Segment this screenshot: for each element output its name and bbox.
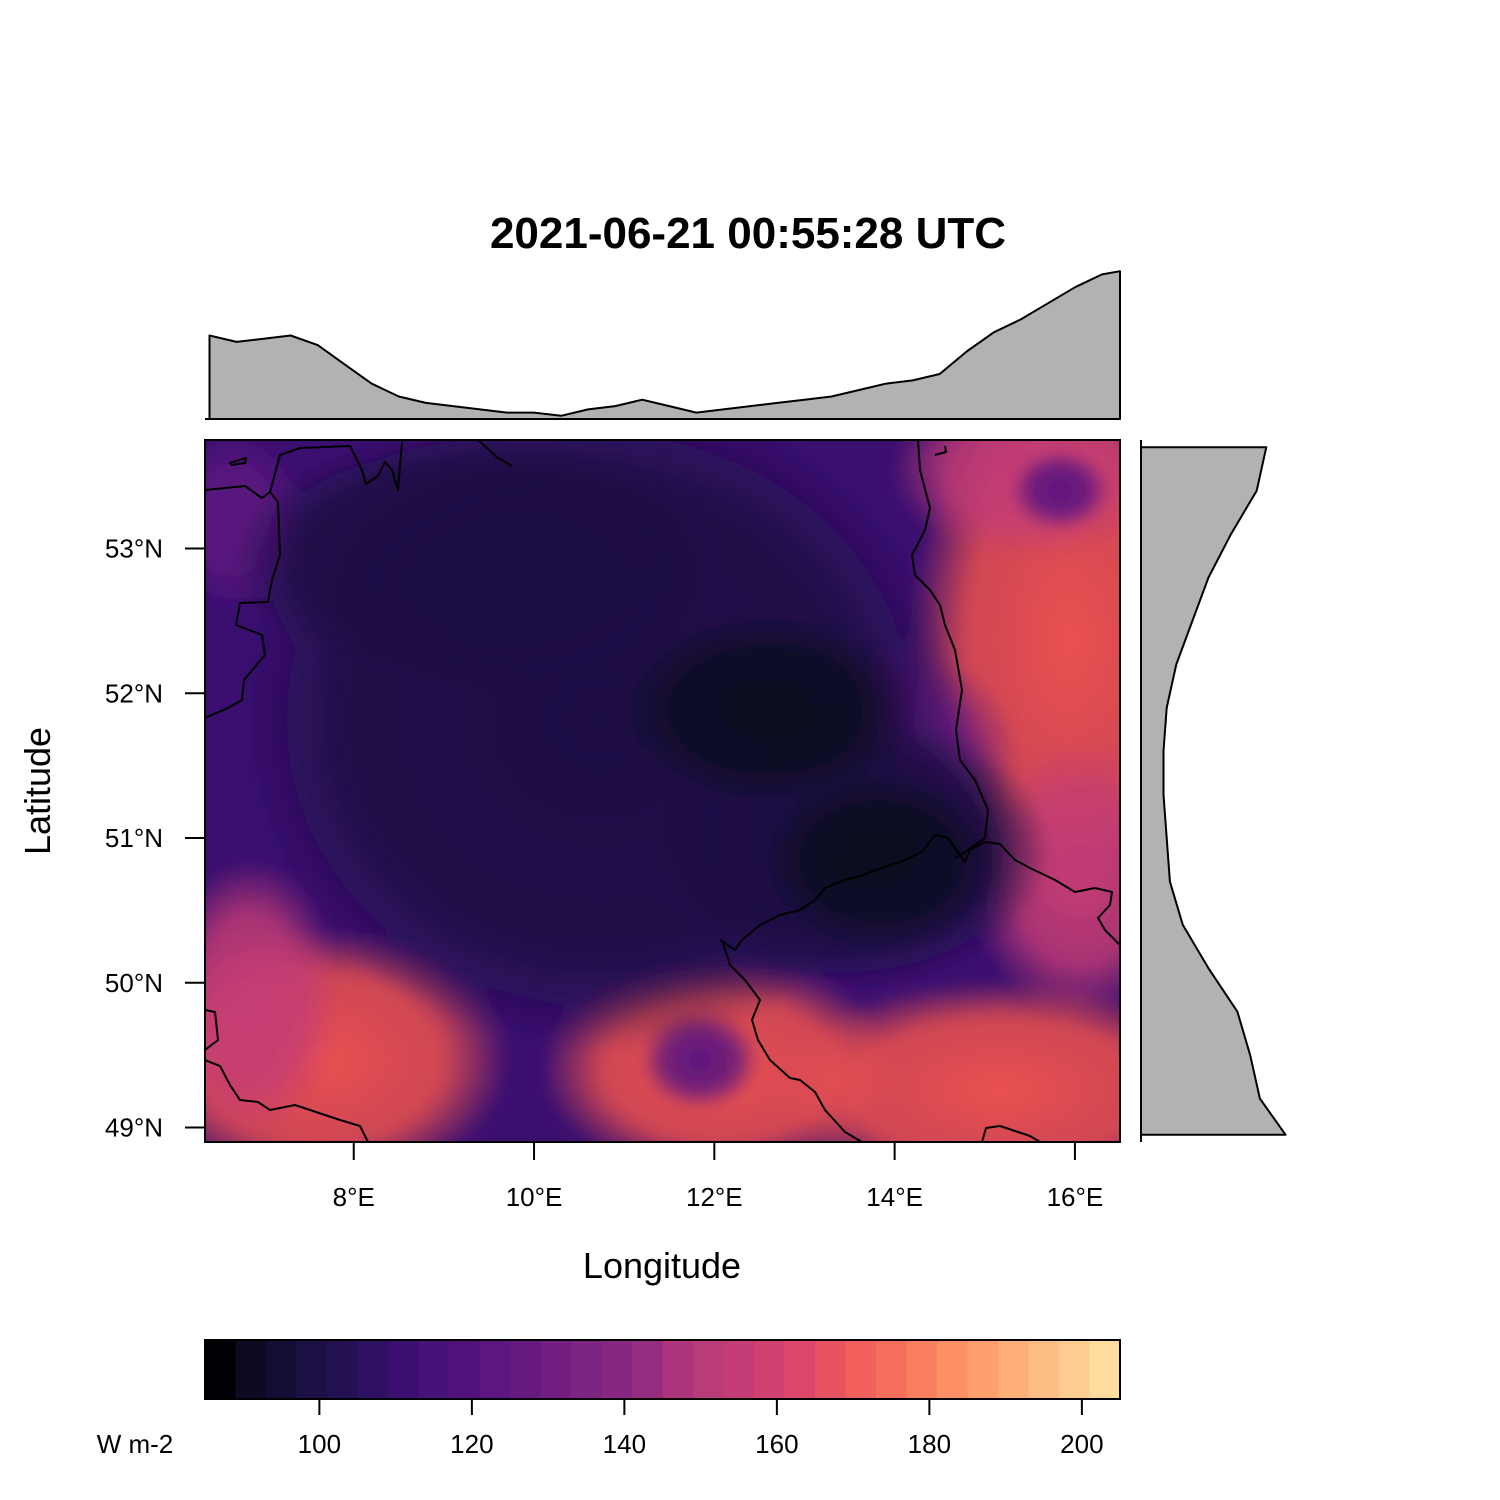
x-tick-label-4: 16°E bbox=[1047, 1182, 1104, 1212]
coastline-north-coast bbox=[269, 441, 403, 493]
colorbar-swatch-26 bbox=[998, 1340, 1029, 1399]
chart-title: 2021-06-21 00:55:28 UTC bbox=[490, 209, 1006, 258]
colorbar-swatch-25 bbox=[967, 1340, 999, 1399]
y-tick-label-2: 51°N bbox=[105, 823, 163, 853]
colorbar-swatch-1 bbox=[235, 1340, 267, 1399]
colorbar-swatch-14 bbox=[632, 1340, 663, 1399]
colorbar-ticks: 100 120 140 160 180 200 bbox=[298, 1399, 1104, 1459]
colorbar-swatch-8 bbox=[449, 1340, 480, 1399]
right-marginal-profile bbox=[1140, 446, 1287, 1136]
colorbar-swatch-6 bbox=[388, 1340, 419, 1399]
y-axis-title: Latitude bbox=[17, 727, 58, 855]
colorbar-swatch-5 bbox=[357, 1340, 389, 1399]
border-east-hook bbox=[934, 445, 947, 456]
coastline-north-west bbox=[205, 485, 281, 719]
map-frame bbox=[204, 439, 1121, 1143]
colorbar-tick-label-0: 100 bbox=[298, 1429, 341, 1459]
border-south-west bbox=[205, 1059, 369, 1142]
colorbar-swatch-3 bbox=[296, 1340, 328, 1399]
colorbar-swatch-12 bbox=[571, 1340, 602, 1399]
map-panel bbox=[205, 440, 1120, 1142]
colorbar-swatch-16 bbox=[693, 1340, 724, 1399]
coastline-north-inlet bbox=[477, 440, 513, 467]
x-tick-label-2: 12°E bbox=[686, 1182, 743, 1212]
border-south-east bbox=[719, 834, 1120, 951]
colorbar-swatch-22 bbox=[876, 1340, 907, 1399]
colorbar-swatch-10 bbox=[510, 1340, 541, 1399]
colorbar-swatch-9 bbox=[479, 1340, 511, 1399]
x-tick-label-0: 8°E bbox=[333, 1182, 375, 1212]
colorbar-swatch-19 bbox=[784, 1340, 816, 1399]
colorbar-frame bbox=[204, 1339, 1121, 1400]
colorbar-swatch-21 bbox=[845, 1340, 877, 1399]
top-marginal-panel bbox=[205, 270, 1121, 420]
colorbar-tick-label-5: 200 bbox=[1060, 1429, 1103, 1459]
colorbar-swatch-29 bbox=[1089, 1340, 1121, 1399]
border-east-north bbox=[911, 440, 989, 859]
colorbar-tick-label-3: 160 bbox=[755, 1429, 798, 1459]
colorbar-tick-label-2: 140 bbox=[603, 1429, 646, 1459]
x-tick-label-3: 14°E bbox=[866, 1182, 923, 1212]
colorbar-swatch-24 bbox=[937, 1340, 968, 1399]
right-marginal-panel bbox=[1140, 440, 1287, 1142]
colorbar-swatch-27 bbox=[1028, 1340, 1060, 1399]
colorbar-swatch-0 bbox=[205, 1340, 236, 1399]
top-marginal-profile bbox=[208, 270, 1121, 420]
colorbar-swatch-13 bbox=[601, 1340, 633, 1399]
colorbar-swatch-18 bbox=[754, 1340, 785, 1399]
colorbar-swatch-23 bbox=[906, 1340, 938, 1399]
island-small bbox=[229, 457, 247, 466]
map-field-shading bbox=[205, 440, 1120, 1142]
y-tick-label-4: 53°N bbox=[105, 534, 163, 564]
x-tick-label-1: 10°E bbox=[506, 1182, 563, 1212]
colorbar-swatch-17 bbox=[723, 1340, 755, 1399]
colorbar-swatch-2 bbox=[266, 1340, 297, 1399]
colorbar-swatch-4 bbox=[327, 1340, 358, 1399]
colorbar bbox=[205, 1340, 1121, 1399]
border-south-east-corner bbox=[981, 1125, 1041, 1142]
x-axis-title: Longitude bbox=[583, 1245, 741, 1286]
colorbar-swatch-28 bbox=[1059, 1340, 1090, 1399]
colorbar-swatch-20 bbox=[815, 1340, 846, 1399]
x-axis: 8°E 10°E 12°E 14°E 16°E bbox=[333, 1142, 1104, 1212]
coastlines bbox=[205, 440, 1120, 1142]
border-west-edge bbox=[205, 1009, 219, 1051]
colorbar-swatch-15 bbox=[662, 1340, 694, 1399]
colorbar-tick-label-1: 120 bbox=[450, 1429, 493, 1459]
colorbar-swatch-7 bbox=[418, 1340, 450, 1399]
colorbar-unit-label: W m-2 bbox=[97, 1429, 174, 1459]
border-south-central bbox=[721, 939, 863, 1142]
y-axis: 49°N 50°N 51°N 52°N 53°N bbox=[105, 534, 205, 1143]
colorbar-swatch-11 bbox=[540, 1340, 572, 1399]
colorbar-tick-label-4: 180 bbox=[908, 1429, 951, 1459]
y-tick-label-1: 50°N bbox=[105, 968, 163, 998]
y-tick-label-3: 52°N bbox=[105, 678, 163, 708]
y-tick-label-0: 49°N bbox=[105, 1113, 163, 1143]
